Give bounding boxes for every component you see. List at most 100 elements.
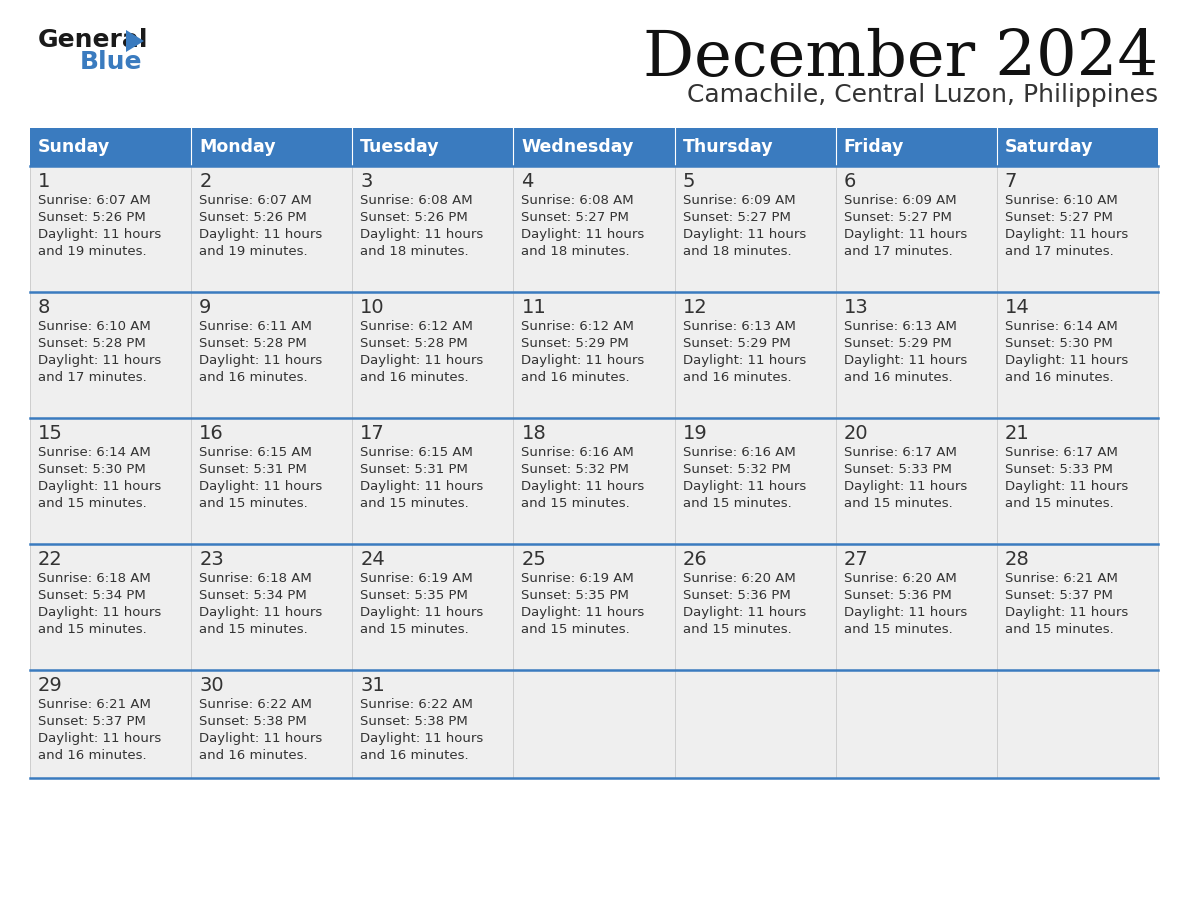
Text: Sunrise: 6:18 AM: Sunrise: 6:18 AM [200, 572, 312, 585]
Text: Sunrise: 6:14 AM: Sunrise: 6:14 AM [38, 446, 151, 459]
Text: Sunset: 5:38 PM: Sunset: 5:38 PM [360, 715, 468, 728]
Text: 11: 11 [522, 298, 546, 317]
Text: Daylight: 11 hours: Daylight: 11 hours [843, 228, 967, 241]
Text: Sunrise: 6:12 AM: Sunrise: 6:12 AM [522, 320, 634, 333]
Text: 1: 1 [38, 172, 50, 191]
Text: Sunset: 5:26 PM: Sunset: 5:26 PM [38, 211, 146, 224]
Bar [513, 128, 675, 166]
Text: Daylight: 11 hours: Daylight: 11 hours [38, 480, 162, 493]
Text: Sunset: 5:37 PM: Sunset: 5:37 PM [38, 715, 146, 728]
Text: 24: 24 [360, 550, 385, 569]
Text: Sunset: 5:27 PM: Sunset: 5:27 PM [522, 211, 630, 224]
Text: Daylight: 11 hours: Daylight: 11 hours [360, 732, 484, 745]
Text: 17: 17 [360, 424, 385, 443]
Text: 10: 10 [360, 298, 385, 317]
Text: Sunrise: 6:10 AM: Sunrise: 6:10 AM [38, 320, 151, 333]
Text: Camachile, Central Luzon, Philippines: Camachile, Central Luzon, Philippines [687, 83, 1158, 107]
Text: 26: 26 [683, 550, 707, 569]
Text: Daylight: 11 hours: Daylight: 11 hours [683, 480, 805, 493]
Text: 18: 18 [522, 424, 546, 443]
Text: and 15 minutes.: and 15 minutes. [683, 623, 791, 636]
Text: Daylight: 11 hours: Daylight: 11 hours [522, 480, 645, 493]
Text: Daylight: 11 hours: Daylight: 11 hours [360, 228, 484, 241]
Text: Sunset: 5:31 PM: Sunset: 5:31 PM [200, 463, 307, 476]
Text: Daylight: 11 hours: Daylight: 11 hours [360, 480, 484, 493]
Text: 15: 15 [38, 424, 63, 443]
Text: Sunrise: 6:19 AM: Sunrise: 6:19 AM [360, 572, 473, 585]
Text: Sunrise: 6:16 AM: Sunrise: 6:16 AM [522, 446, 634, 459]
Bar [997, 128, 1158, 166]
Text: Sunrise: 6:20 AM: Sunrise: 6:20 AM [843, 572, 956, 585]
Text: Daylight: 11 hours: Daylight: 11 hours [683, 354, 805, 367]
Text: Sunrise: 6:18 AM: Sunrise: 6:18 AM [38, 572, 151, 585]
Text: and 17 minutes.: and 17 minutes. [38, 371, 147, 384]
Text: Sunrise: 6:10 AM: Sunrise: 6:10 AM [1005, 194, 1118, 207]
Text: 7: 7 [1005, 172, 1017, 191]
Text: Thursday: Thursday [683, 138, 773, 156]
Text: Daylight: 11 hours: Daylight: 11 hours [1005, 480, 1129, 493]
Text: and 17 minutes.: and 17 minutes. [843, 245, 953, 258]
Text: and 19 minutes.: and 19 minutes. [200, 245, 308, 258]
Text: Sunrise: 6:16 AM: Sunrise: 6:16 AM [683, 446, 795, 459]
Text: Sunset: 5:33 PM: Sunset: 5:33 PM [1005, 463, 1113, 476]
Text: Daylight: 11 hours: Daylight: 11 hours [200, 228, 322, 241]
Bar [30, 128, 191, 166]
Text: and 15 minutes.: and 15 minutes. [1005, 623, 1113, 636]
Text: Daylight: 11 hours: Daylight: 11 hours [522, 228, 645, 241]
Text: Sunset: 5:30 PM: Sunset: 5:30 PM [38, 463, 146, 476]
Text: and 16 minutes.: and 16 minutes. [200, 749, 308, 762]
Text: 5: 5 [683, 172, 695, 191]
Text: and 15 minutes.: and 15 minutes. [360, 623, 469, 636]
Text: 9: 9 [200, 298, 211, 317]
Text: and 15 minutes.: and 15 minutes. [843, 623, 953, 636]
Text: and 16 minutes.: and 16 minutes. [522, 371, 630, 384]
Text: Sunrise: 6:13 AM: Sunrise: 6:13 AM [843, 320, 956, 333]
Text: and 15 minutes.: and 15 minutes. [360, 497, 469, 510]
Text: and 17 minutes.: and 17 minutes. [1005, 245, 1113, 258]
Text: Daylight: 11 hours: Daylight: 11 hours [683, 228, 805, 241]
Bar [353, 128, 513, 166]
Text: and 18 minutes.: and 18 minutes. [360, 245, 469, 258]
Text: 29: 29 [38, 676, 63, 695]
Text: and 18 minutes.: and 18 minutes. [683, 245, 791, 258]
Text: 4: 4 [522, 172, 533, 191]
Text: Sunset: 5:32 PM: Sunset: 5:32 PM [522, 463, 630, 476]
Text: 16: 16 [200, 424, 223, 443]
Text: and 15 minutes.: and 15 minutes. [38, 497, 147, 510]
Text: and 16 minutes.: and 16 minutes. [360, 749, 469, 762]
Text: Sunrise: 6:15 AM: Sunrise: 6:15 AM [200, 446, 312, 459]
Text: Daylight: 11 hours: Daylight: 11 hours [38, 732, 162, 745]
Text: 19: 19 [683, 424, 707, 443]
Text: Wednesday: Wednesday [522, 138, 634, 156]
Bar [191, 128, 353, 166]
Text: Daylight: 11 hours: Daylight: 11 hours [522, 354, 645, 367]
Text: Daylight: 11 hours: Daylight: 11 hours [683, 606, 805, 619]
Text: Daylight: 11 hours: Daylight: 11 hours [200, 354, 322, 367]
Text: Daylight: 11 hours: Daylight: 11 hours [843, 354, 967, 367]
Text: 6: 6 [843, 172, 857, 191]
Text: and 15 minutes.: and 15 minutes. [200, 623, 308, 636]
Text: Sunset: 5:26 PM: Sunset: 5:26 PM [200, 211, 307, 224]
Text: Sunrise: 6:13 AM: Sunrise: 6:13 AM [683, 320, 796, 333]
Text: and 15 minutes.: and 15 minutes. [1005, 497, 1113, 510]
Text: Sunset: 5:33 PM: Sunset: 5:33 PM [843, 463, 952, 476]
Text: 31: 31 [360, 676, 385, 695]
Text: 20: 20 [843, 424, 868, 443]
Text: Monday: Monday [200, 138, 276, 156]
Text: Daylight: 11 hours: Daylight: 11 hours [360, 354, 484, 367]
Text: Sunrise: 6:17 AM: Sunrise: 6:17 AM [1005, 446, 1118, 459]
Text: and 15 minutes.: and 15 minutes. [200, 497, 308, 510]
Text: Sunrise: 6:19 AM: Sunrise: 6:19 AM [522, 572, 634, 585]
Text: Daylight: 11 hours: Daylight: 11 hours [1005, 228, 1129, 241]
Text: 25: 25 [522, 550, 546, 569]
Text: Sunrise: 6:11 AM: Sunrise: 6:11 AM [200, 320, 312, 333]
Text: Sunset: 5:29 PM: Sunset: 5:29 PM [683, 337, 790, 350]
Text: Sunset: 5:28 PM: Sunset: 5:28 PM [200, 337, 307, 350]
Text: Sunrise: 6:09 AM: Sunrise: 6:09 AM [843, 194, 956, 207]
Text: Blue: Blue [80, 50, 143, 74]
Text: Daylight: 11 hours: Daylight: 11 hours [1005, 606, 1129, 619]
Text: Sunrise: 6:17 AM: Sunrise: 6:17 AM [843, 446, 956, 459]
Text: 28: 28 [1005, 550, 1030, 569]
Text: 14: 14 [1005, 298, 1030, 317]
Text: Sunset: 5:35 PM: Sunset: 5:35 PM [522, 589, 630, 602]
